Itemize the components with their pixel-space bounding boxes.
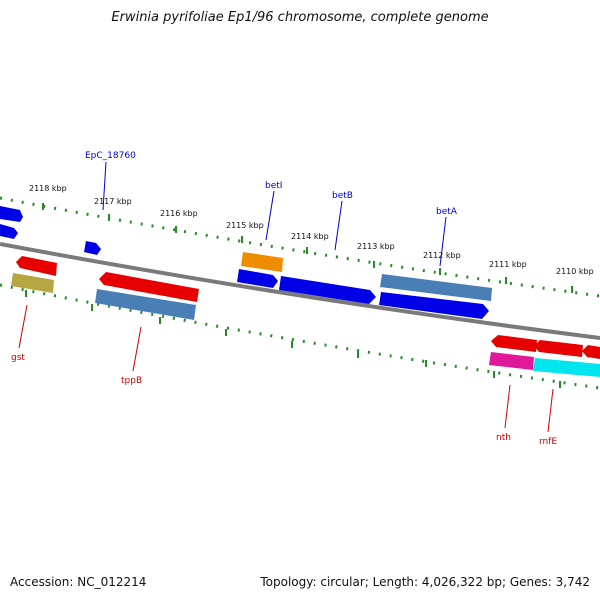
gene-arrow[interactable] xyxy=(237,269,278,288)
ruler-label: 2113 kbp xyxy=(357,242,395,251)
gene-arrow[interactable] xyxy=(0,206,23,222)
gene-arrow[interactable] xyxy=(379,292,489,319)
bottom-leader-lines xyxy=(18,304,554,433)
gene-arrow[interactable] xyxy=(534,340,583,357)
top-leader-lines xyxy=(102,161,447,267)
gene-label: gst xyxy=(11,353,25,363)
gene-label: nth xyxy=(496,433,511,443)
gene-label: rnfE xyxy=(539,437,557,447)
gene-arrow[interactable] xyxy=(16,256,57,276)
ruler-label: 2118 kbp xyxy=(29,184,67,193)
topology-text: Topology: circular; Length: 4,026,322 bp… xyxy=(260,575,590,589)
inner-major-ticks xyxy=(25,290,561,388)
genes-reverse xyxy=(11,256,600,377)
gene-arrow[interactable] xyxy=(489,352,534,370)
outer-major-ticks xyxy=(42,203,573,293)
gene-arrow[interactable] xyxy=(582,345,600,359)
ruler-label: 2110 kbp xyxy=(556,267,594,276)
gene-arrow[interactable] xyxy=(491,335,537,352)
genes-forward xyxy=(0,206,492,319)
chromosome-backbone xyxy=(0,242,600,340)
ruler-label: 2116 kbp xyxy=(160,209,198,218)
ruler-label: 2115 kbp xyxy=(226,221,264,230)
gene-arrow[interactable] xyxy=(380,274,492,301)
gene-label: betI xyxy=(265,181,282,191)
gene-arrow[interactable] xyxy=(241,252,283,272)
ruler-label: 2117 kbp xyxy=(94,197,132,206)
gene-arrow[interactable] xyxy=(99,272,199,302)
gene-label: betB xyxy=(332,191,353,201)
ruler-label: 2112 kbp xyxy=(423,251,461,260)
map-title: Erwinia pyrifoliae Ep1/96 chromosome, co… xyxy=(111,10,489,25)
gene-arrow[interactable] xyxy=(11,273,54,293)
gene-arrow[interactable] xyxy=(95,289,196,320)
gene-label: EpC_18760 xyxy=(85,151,136,161)
accession-text: Accession: NC_012214 xyxy=(10,575,147,589)
gene-arrow[interactable] xyxy=(0,224,18,239)
inner-tick-track xyxy=(0,283,600,390)
ruler-label: 2114 kbp xyxy=(291,232,329,241)
gene-label: tppB xyxy=(121,376,142,386)
ruler-label: 2111 kbp xyxy=(489,260,527,269)
gene-label: betA xyxy=(436,207,458,217)
gene-arrow[interactable] xyxy=(533,358,600,377)
gene-arrow[interactable] xyxy=(84,241,101,255)
gene-arrow[interactable] xyxy=(279,276,376,304)
